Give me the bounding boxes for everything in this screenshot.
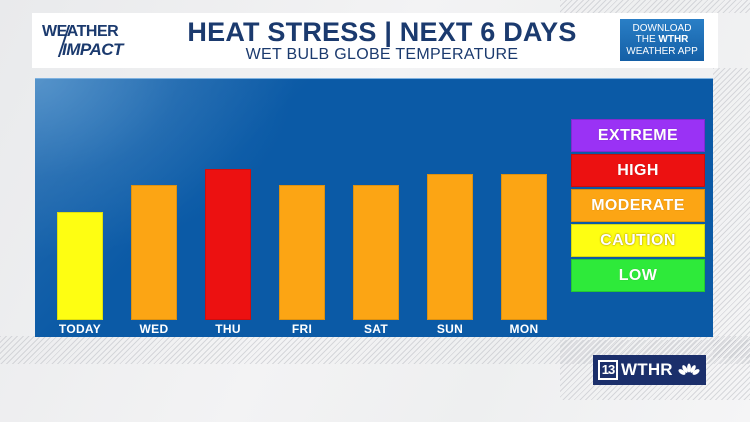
x-label-today: TODAY — [58, 322, 102, 336]
bar-fri — [279, 185, 325, 320]
legend-moderate: MODERATE — [571, 189, 705, 222]
background-hatch-top — [560, 0, 750, 13]
app-promo-brand: WTHR — [658, 34, 689, 46]
app-promo-line2: THE WTHR — [620, 34, 704, 46]
app-promo-line1: DOWNLOAD — [632, 22, 692, 34]
bar-wed — [131, 185, 177, 320]
bar-thu — [205, 169, 251, 320]
logo-line-weather: WEATHER — [42, 23, 119, 40]
station-callsign: WTHR — [621, 360, 673, 379]
background-hatch-right — [713, 68, 750, 358]
bar-sat — [353, 185, 399, 320]
logo-line-impact: IMPACT — [62, 40, 123, 59]
legend-caution: CAUTION — [571, 224, 705, 257]
x-label-sat: SAT — [363, 322, 388, 336]
x-label-wed: WED — [139, 322, 169, 336]
legend-high: HIGH — [571, 154, 705, 187]
page-subtitle: WET BULB GLOBE TEMPERATURE — [245, 46, 519, 63]
wthr-station-logo: 13 WTHR — [593, 355, 706, 385]
x-label-fri: FRI — [291, 322, 313, 336]
x-label-thu: THU — [215, 322, 241, 336]
bar-mon — [501, 174, 547, 320]
channel-number-badge: 13 — [598, 360, 618, 380]
bar-sun — [427, 174, 473, 320]
download-app-button[interactable]: DOWNLOAD THE WTHR WEATHER APP — [620, 19, 704, 61]
nbc-peacock-icon — [678, 363, 700, 375]
page-title: HEAT STRESS | NEXT 6 DAYS — [187, 17, 577, 47]
legend-low: LOW — [571, 259, 705, 292]
x-label-sun: SUN — [436, 322, 464, 336]
header-bar: WEATHER IMPACT HEAT STRESS | NEXT 6 DAYS… — [32, 13, 718, 68]
weather-impact-logo: WEATHER IMPACT — [42, 23, 162, 59]
app-promo-prefix: THE — [635, 34, 659, 46]
x-label-mon: MON — [509, 322, 539, 336]
chart-panel: TODAY WED THU FRI SAT SUN MON EXTREME HI… — [35, 78, 713, 337]
bar-today — [57, 212, 103, 320]
legend-extreme: EXTREME — [571, 119, 705, 152]
app-promo-line3: WEATHER APP — [626, 45, 698, 57]
